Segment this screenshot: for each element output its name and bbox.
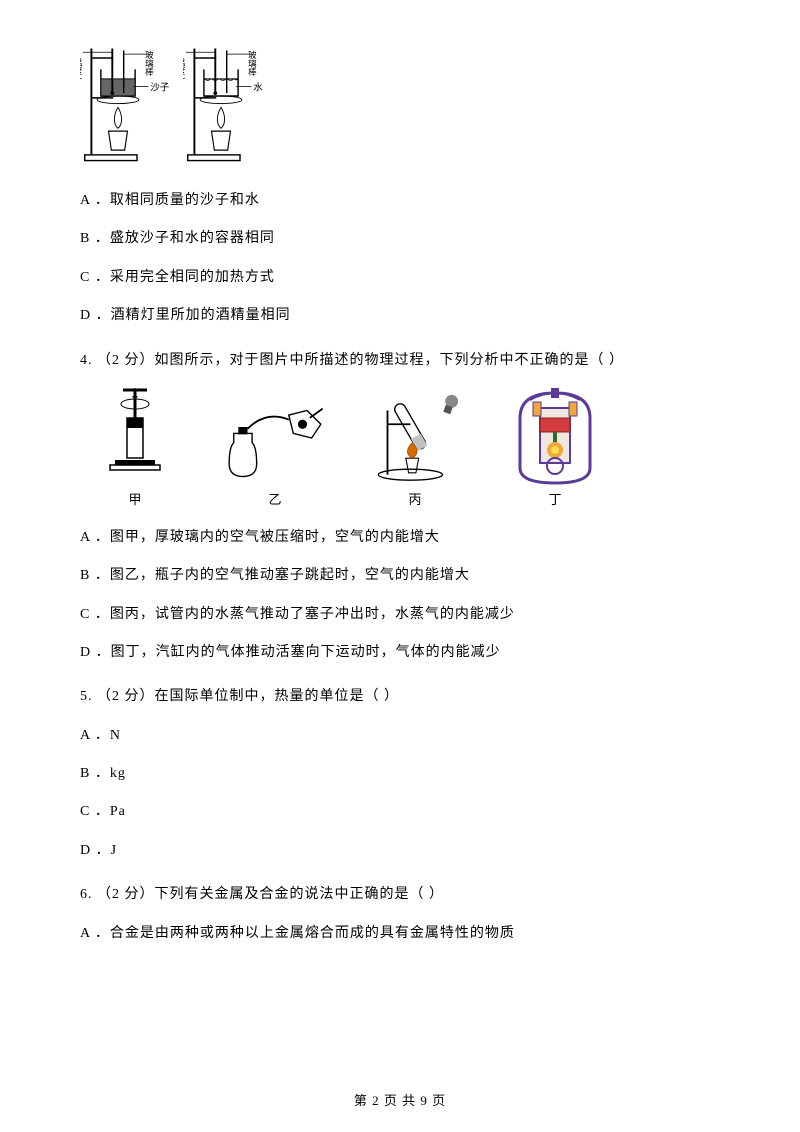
q6-option-a: A ．合金是由两种或两种以上金属熔合而成的具有金属特性的物质 xyxy=(80,923,720,945)
q4-stem: 4. （2 分）如图所示，对于图片中所描述的物理过程，下列分析中不正确的是（ ） xyxy=(80,350,720,372)
q5-option-a: A ．N xyxy=(80,725,720,747)
label-content-water: 水 xyxy=(253,81,263,93)
q3-diagram-row: 温度计 玻璃棒 沙子 温度计 玻璃棒 水 xyxy=(80,40,720,170)
q4-label-a: 甲 xyxy=(128,490,141,511)
page-footer: 第 2 页 共 9 页 xyxy=(0,1091,800,1112)
q4-fig-d: 丁 xyxy=(500,388,610,511)
q4-fig-a: 甲 xyxy=(80,388,190,511)
q4-label-c: 丙 xyxy=(408,490,421,511)
q4-option-a: A ．图甲，厚玻璃内的空气被压缩时，空气的内能增大 xyxy=(80,527,720,549)
apparatus-water: 温度计 玻璃棒 水 xyxy=(183,40,278,170)
q4-diagram-row: 甲 乙 xyxy=(80,388,720,511)
q4-option-d: D ．图丁，汽缸内的气体推动活塞向下运动时，气体的内能减少 xyxy=(80,642,720,664)
q6-stem: 6. （2 分）下列有关金属及合金的说法中正确的是（ ） xyxy=(80,884,720,906)
q5-stem: 5. （2 分）在国际单位制中，热量的单位是（ ） xyxy=(80,686,720,708)
q5-option-c: C ．Pa xyxy=(80,801,720,823)
q4-fig-b: 乙 xyxy=(220,388,330,511)
label-thermo-water: 温度计 xyxy=(183,57,186,84)
q5-option-d: D ．J xyxy=(80,840,720,862)
q4-option-c: C ．图丙，试管内的水蒸气推动了塞子冲出时，水蒸气的内能减少 xyxy=(80,604,720,626)
q3-option-c: C ．采用完全相同的加热方式 xyxy=(80,267,720,289)
label-content-sand: 沙子 xyxy=(150,82,170,93)
q5-option-b: B ．kg xyxy=(80,763,720,785)
label-thermo-sand: 温度计 xyxy=(80,57,83,84)
q3-option-d: D ．酒精灯里所加的酒精量相同 xyxy=(80,305,720,327)
q4-fig-c: 丙 xyxy=(360,388,470,511)
q4-option-b: B ．图乙，瓶子内的空气推动塞子跳起时，空气的内能增大 xyxy=(80,565,720,587)
q4-label-d: 丁 xyxy=(548,490,561,511)
label-rod-water: 玻璃棒 xyxy=(247,49,257,77)
q3-option-a: A ．取相同质量的沙子和水 xyxy=(80,190,720,212)
apparatus-sand: 温度计 玻璃棒 沙子 xyxy=(80,40,175,170)
label-rod-sand: 玻璃棒 xyxy=(144,49,154,77)
q3-option-b: B ．盛放沙子和水的容器相同 xyxy=(80,228,720,250)
q4-label-b: 乙 xyxy=(268,490,281,511)
